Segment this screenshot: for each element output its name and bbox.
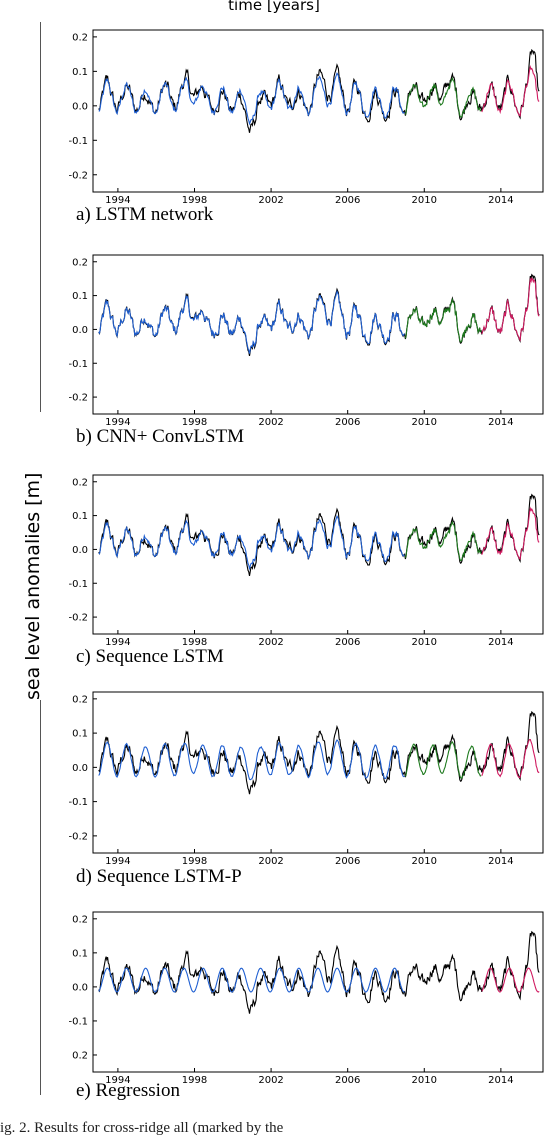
- x-tick-label: 2006: [335, 417, 360, 428]
- x-tick-label: 2010: [412, 195, 437, 206]
- y-tick-label: 0.2: [72, 914, 88, 925]
- y-tick-label: 0.0: [72, 545, 88, 556]
- x-tick-label: 2002: [258, 1075, 283, 1086]
- y-tick-label: 0.2: [72, 32, 88, 43]
- caption-b: b) CNN+ ConvLSTM: [76, 426, 245, 447]
- x-axis-title-top: time [years]: [228, 0, 320, 14]
- x-tick-label: 2002: [258, 195, 283, 206]
- y-tick-label: -0.2: [68, 613, 88, 624]
- caption-d: d) Sequence LSTM-P: [76, 866, 242, 887]
- y-tick-label: 0.0: [72, 763, 88, 774]
- validation-series-line: [404, 77, 482, 118]
- test-series-line: [481, 64, 540, 117]
- x-tick-label: 2002: [258, 856, 283, 867]
- x-tick-label: 2014: [488, 417, 513, 428]
- validation-series-line: [404, 520, 482, 562]
- x-tick-label: 1994: [105, 637, 130, 648]
- y-tick-label: 0.1: [72, 948, 88, 959]
- x-tick-label: 2010: [412, 637, 437, 648]
- observed-series-line: [98, 710, 540, 795]
- figure-caption-cut: ig. 2. Results for cross-ridge all (mark…: [0, 1120, 284, 1136]
- y-tick-label: -0.2: [68, 831, 88, 842]
- x-tick-label: 2010: [412, 856, 437, 867]
- x-tick-label: 1994: [105, 856, 130, 867]
- train-series-line: [98, 967, 405, 993]
- x-tick-label: 1998: [182, 637, 207, 648]
- caption-a: a) LSTM network: [76, 204, 214, 225]
- y-tick-label: 0.2: [72, 257, 88, 268]
- x-tick-label: 2014: [488, 1075, 513, 1086]
- x-tick-label: 2010: [412, 1075, 437, 1086]
- y-label-rule-lower: [40, 700, 41, 1095]
- y-tick-label: 0.0: [72, 325, 88, 336]
- test-series-line: [481, 967, 540, 993]
- y-tick-label: 0.0: [72, 982, 88, 993]
- y-tick-label: -0.2: [68, 393, 88, 404]
- caption-e: e) Regression: [76, 1080, 180, 1101]
- x-tick-label: 1998: [182, 1075, 207, 1086]
- test-series-line: [481, 506, 540, 561]
- test-series-line: [481, 277, 540, 342]
- x-tick-label: 2014: [488, 856, 513, 867]
- x-tick-label: 1998: [182, 856, 207, 867]
- observed-series-line: [98, 48, 540, 133]
- plot-frame: [92, 29, 544, 193]
- train-series-line: [98, 72, 405, 126]
- validation-series-line: [404, 741, 482, 779]
- y-tick-label: 0.0: [72, 101, 88, 112]
- y-tick-label: -0.1: [68, 359, 88, 370]
- x-tick-label: 2002: [258, 417, 283, 428]
- plot-frame: [92, 474, 544, 635]
- x-tick-label: 1998: [182, 195, 207, 206]
- observed-series-line: [98, 930, 540, 1014]
- x-tick-label: 2014: [488, 637, 513, 648]
- x-tick-label: 2014: [488, 195, 513, 206]
- y-tick-label: -0.2: [68, 170, 88, 181]
- x-tick-label: 2002: [258, 637, 283, 648]
- y-tick-label: 0.2: [72, 694, 88, 705]
- y-tick-label: 0.1: [72, 67, 88, 78]
- x-tick-label: 2010: [412, 417, 437, 428]
- y-label-rule-upper: [40, 22, 41, 412]
- caption-c: c) Sequence LSTM: [76, 646, 224, 667]
- y-tick-label: -0.1: [68, 797, 88, 808]
- train-series-line: [98, 514, 405, 571]
- y-tick-label: 0.1: [72, 291, 88, 302]
- y-tick-label: -0.1: [68, 136, 88, 147]
- plot-frame: [92, 691, 544, 854]
- train-series-line: [98, 739, 405, 781]
- x-tick-label: 2006: [335, 195, 360, 206]
- x-tick-label: 2006: [335, 856, 360, 867]
- y-tick-label: -0.1: [68, 1016, 88, 1027]
- observed-series-line: [98, 493, 540, 577]
- x-tick-label: 1994: [105, 195, 130, 206]
- y-tick-label: 0.1: [72, 729, 88, 740]
- y-tick-label: 0.1: [72, 511, 88, 522]
- y-tick-label: -0.1: [68, 579, 88, 590]
- x-tick-label: 2006: [335, 1075, 360, 1086]
- x-tick-label: 1998: [182, 417, 207, 428]
- y-tick-label: 0.2: [72, 477, 88, 488]
- x-tick-label: 2006: [335, 637, 360, 648]
- x-tick-label: 1994: [105, 417, 130, 428]
- train-series-line: [98, 289, 405, 354]
- plot-frame: [92, 254, 544, 415]
- validation-series-line: [404, 297, 482, 343]
- test-series-line: [481, 738, 540, 779]
- y-tick-label: 0.2: [72, 1050, 88, 1061]
- x-tick-label: 1994: [105, 1075, 130, 1086]
- plot-frame: [92, 911, 544, 1073]
